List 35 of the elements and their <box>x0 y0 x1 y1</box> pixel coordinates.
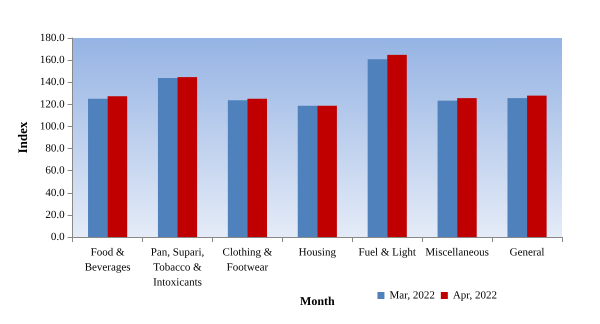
bar <box>108 96 128 237</box>
bar <box>88 98 108 237</box>
x-tick-label: Food & Beverages <box>84 246 131 274</box>
y-tick-label: 40.0 <box>45 186 66 199</box>
legend-label: Apr, 2022 <box>452 290 498 302</box>
y-tick-label: 0.0 <box>50 231 66 243</box>
bar <box>527 96 547 237</box>
x-tick-label: General <box>510 246 544 258</box>
x-tick-label: Pan, Supari, Tobacco & Intoxicants <box>150 246 204 288</box>
legend-label: Mar, 2022 <box>389 290 435 302</box>
x-tick-label: Housing <box>298 246 336 258</box>
bar <box>158 78 178 237</box>
x-tick-label: Fuel & Light <box>358 246 416 258</box>
bar <box>457 98 477 237</box>
y-tick-label: 140.0 <box>40 76 66 88</box>
y-tick-label: 60.0 <box>45 164 66 177</box>
y-axis-title: Index <box>15 121 30 154</box>
bar <box>178 77 198 237</box>
x-tick-label: Miscellaneous <box>425 246 489 258</box>
bar <box>387 54 407 237</box>
bar <box>438 100 458 237</box>
x-tick-label: Clothing & Footwear <box>222 246 273 274</box>
y-tick-label: 120.0 <box>40 98 66 110</box>
bar <box>228 100 248 237</box>
y-tick-label: 180.0 <box>40 32 66 44</box>
y-tick-label: 160.0 <box>40 54 66 66</box>
bar <box>317 106 337 237</box>
y-tick-label: 100.0 <box>40 120 66 132</box>
bar <box>247 98 267 237</box>
y-tick-label: 80.0 <box>45 142 66 155</box>
x-axis-title: Month <box>300 294 335 308</box>
bar <box>368 59 388 237</box>
y-tick-label: 20.0 <box>45 208 66 221</box>
bar <box>507 98 528 237</box>
bar <box>298 106 318 237</box>
